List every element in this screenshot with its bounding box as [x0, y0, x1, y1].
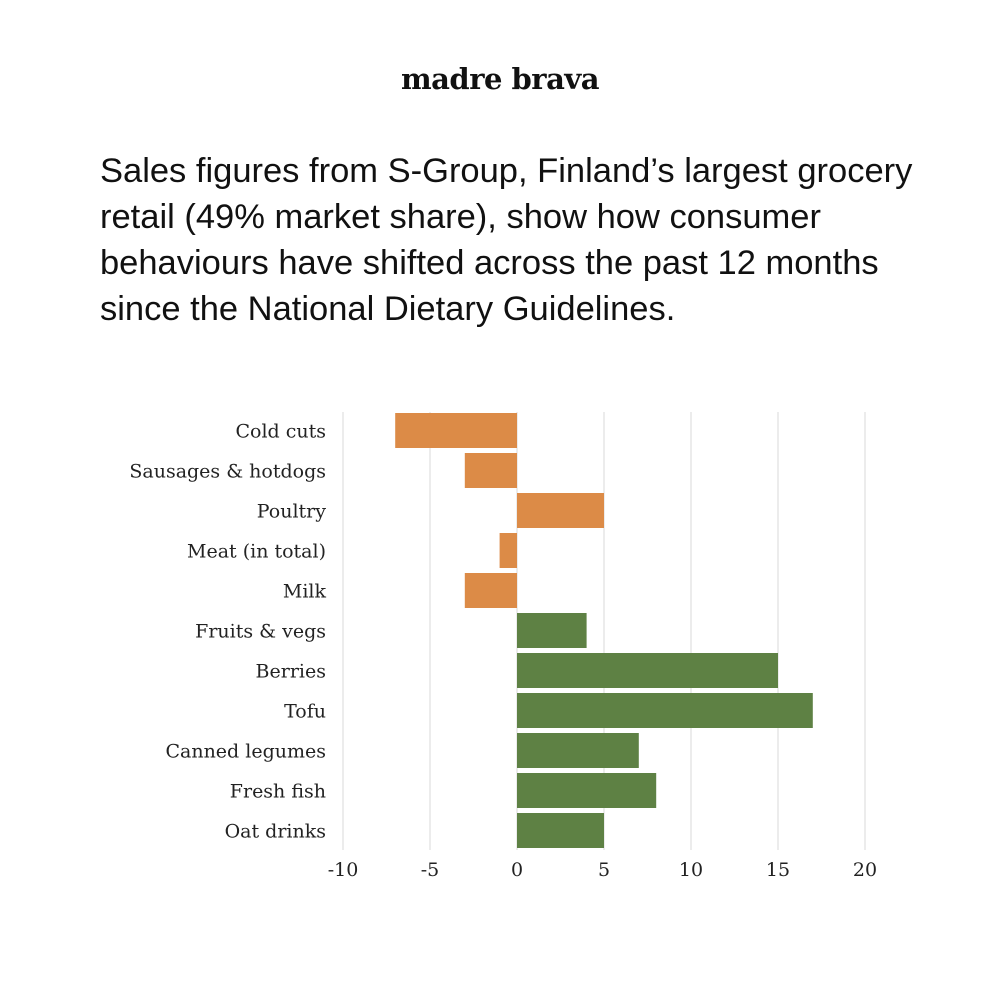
category-label: Meat (in total) — [187, 541, 326, 563]
x-tick-label: -10 — [328, 859, 359, 881]
bar — [517, 813, 604, 848]
category-label: Tofu — [284, 701, 326, 723]
category-label: Fruits & vegs — [195, 621, 326, 643]
category-label: Poultry — [257, 501, 326, 523]
bar — [499, 533, 517, 568]
bar — [464, 453, 517, 488]
x-tick-label: 20 — [853, 859, 877, 881]
category-label: Cold cuts — [235, 421, 326, 443]
bar — [517, 773, 657, 808]
brand-logo: madre brava — [400, 62, 600, 96]
category-label: Canned legumes — [165, 741, 326, 763]
x-tick-label: -5 — [421, 859, 440, 881]
category-label: Milk — [283, 581, 327, 603]
bar — [395, 413, 517, 448]
x-tick-labels: -10 -5 0 5 10 15 20 — [328, 859, 877, 881]
bar — [517, 693, 813, 728]
bar — [517, 653, 778, 688]
category-label: Berries — [256, 661, 326, 683]
bar — [517, 493, 604, 528]
bar — [517, 613, 587, 648]
headline: Sales figures from S-Group, Finland’s la… — [100, 152, 913, 328]
bar — [464, 573, 517, 608]
x-tick-label: 15 — [766, 859, 790, 881]
category-labels: Cold cuts Sausages & hotdogs Poultry Meat (… — [129, 421, 326, 843]
category-label: Oat drinks — [225, 821, 326, 843]
bar — [517, 733, 639, 768]
x-tick-label: 5 — [598, 859, 610, 881]
x-tick-label: 10 — [679, 859, 703, 881]
x-tick-label: 0 — [511, 859, 523, 881]
category-label: Fresh fish — [230, 781, 326, 803]
category-label: Sausages & hotdogs — [129, 461, 326, 483]
bars — [395, 413, 813, 848]
